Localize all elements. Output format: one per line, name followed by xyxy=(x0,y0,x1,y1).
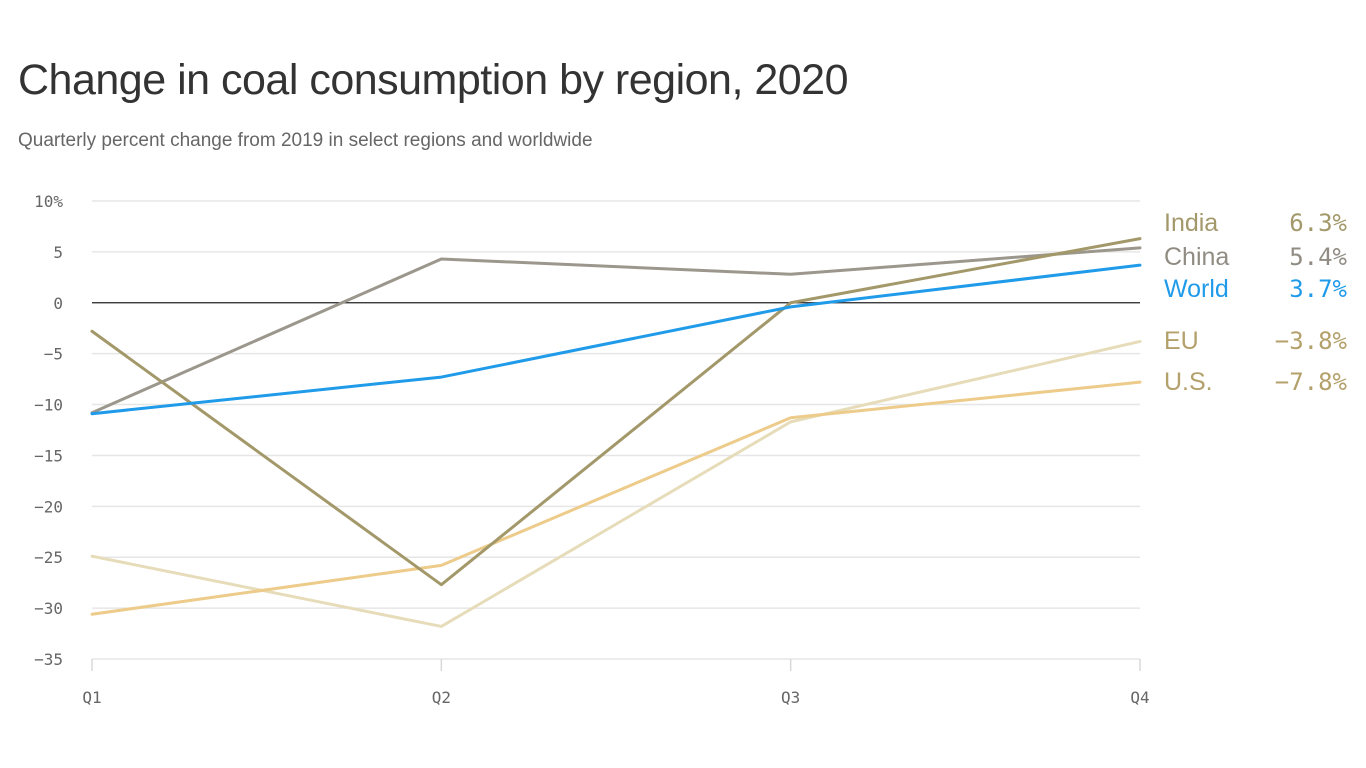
x-axis: Q1 Q2 Q3 Q4 xyxy=(82,659,1150,707)
y-tick-label: 0 xyxy=(53,294,63,313)
series-lines xyxy=(90,237,1142,628)
series-line-us xyxy=(90,380,1142,616)
legend-name-india: India xyxy=(1164,209,1218,237)
x-tick-label: Q2 xyxy=(432,688,451,707)
y-tick-label: −25 xyxy=(34,548,63,567)
series-line-world xyxy=(90,263,1142,416)
chart-title: Change in coal consumption by region, 20… xyxy=(18,56,849,104)
legend-name-us: U.S. xyxy=(1164,368,1213,396)
legend-value-china: 5.4% xyxy=(1289,243,1347,271)
series-line-eu xyxy=(90,339,1142,628)
y-axis: 10% 5 0 −5 −10 −15 −20 −25 −30 −35 xyxy=(34,192,63,669)
legend-name-china: China xyxy=(1164,243,1229,271)
y-tick-label: −30 xyxy=(34,599,63,618)
y-tick-label: −10 xyxy=(34,396,63,415)
y-tick-label: 5 xyxy=(53,243,63,262)
y-tick-label: −20 xyxy=(34,497,63,516)
x-tick-label: Q4 xyxy=(1130,688,1149,707)
series-line-china xyxy=(90,246,1142,415)
y-tick-label: −35 xyxy=(34,650,63,669)
chart-subtitle: Quarterly percent change from 2019 in se… xyxy=(18,130,593,151)
y-tick-label: −15 xyxy=(34,446,63,465)
legend-value-us: −7.8% xyxy=(1275,368,1348,396)
legend-name-world: World xyxy=(1164,275,1229,303)
series-line-india xyxy=(90,237,1142,587)
x-tick-label: Q1 xyxy=(82,688,101,707)
legend-value-india: 6.3% xyxy=(1289,209,1347,237)
legend-value-eu: −3.8% xyxy=(1275,327,1348,355)
x-tick-label: Q3 xyxy=(781,688,800,707)
legend: India 6.3% China 5.4% World 3.7% EU −3.8% U.S. −7… xyxy=(1164,209,1348,396)
legend-name-eu: EU xyxy=(1164,327,1199,355)
y-tick-label: −5 xyxy=(44,345,63,364)
gridlines xyxy=(92,200,1140,660)
y-tick-label: 10% xyxy=(34,192,63,211)
legend-value-world: 3.7% xyxy=(1289,275,1347,303)
